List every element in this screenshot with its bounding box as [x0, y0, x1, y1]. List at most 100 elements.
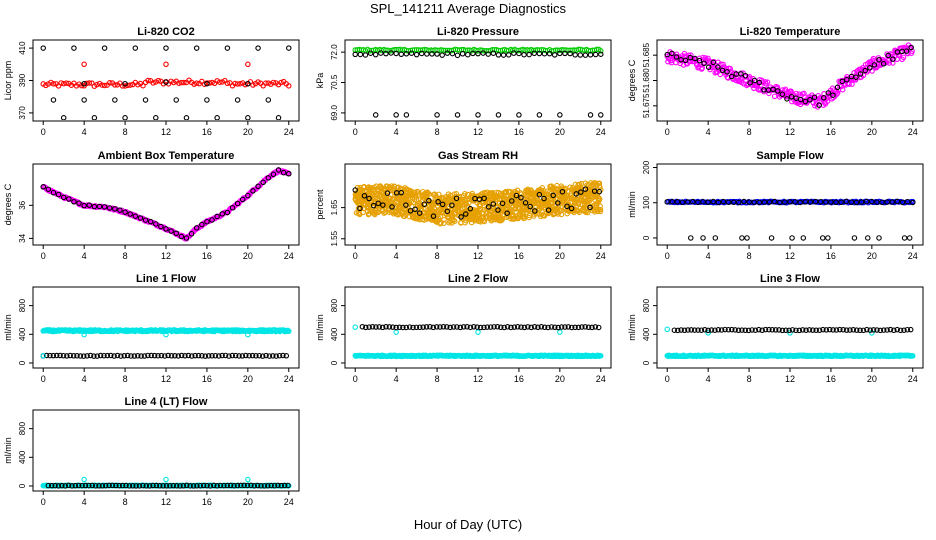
data-point [886, 60, 892, 66]
data-point [598, 353, 604, 359]
data-point [565, 324, 572, 330]
data-point [178, 79, 185, 86]
series-2 [352, 50, 604, 59]
data-point [209, 79, 215, 86]
data-point [192, 352, 198, 359]
data-point [572, 52, 578, 58]
data-point [848, 199, 855, 205]
data-point [424, 51, 430, 57]
data-point [378, 50, 384, 56]
x-tick-label: 0 [665, 251, 670, 261]
data-point [379, 324, 386, 331]
data-point [877, 327, 884, 334]
data-point [286, 171, 292, 177]
y-tick-label: 34 [18, 233, 27, 242]
data-point [381, 210, 387, 216]
data-point [578, 189, 584, 195]
data-point [874, 327, 880, 333]
data-point [400, 324, 406, 331]
data-point [438, 219, 444, 226]
data-point [209, 217, 215, 223]
data-point [114, 352, 121, 359]
data-point [258, 483, 264, 489]
data-point [526, 51, 532, 58]
series-2 [81, 476, 251, 483]
data-point [684, 199, 691, 205]
data-point [454, 112, 461, 118]
data-point [182, 353, 188, 359]
data-point [874, 199, 880, 205]
y-axis-label: degrees C [627, 59, 637, 101]
data-point [278, 79, 284, 86]
data-point [214, 213, 220, 220]
data-point [498, 324, 504, 331]
data-point [168, 353, 175, 359]
data-point [437, 214, 444, 220]
data-point [217, 482, 224, 489]
data-point [736, 199, 742, 206]
data-point [412, 206, 418, 213]
data-point [475, 329, 481, 335]
y-tick-label: 72.0 [330, 44, 339, 60]
data-point [143, 483, 150, 489]
data-point [484, 324, 491, 330]
data-point [81, 331, 87, 338]
series-2 [81, 331, 251, 338]
data-point [531, 323, 538, 330]
data-point [229, 205, 236, 211]
data-point [81, 61, 87, 68]
data-point [558, 324, 565, 330]
data-point [96, 483, 102, 489]
data-point [403, 112, 410, 118]
data-point [372, 112, 379, 118]
data-point [413, 51, 420, 58]
y-axis-label: degrees C [3, 183, 13, 225]
y-tick-label: 0 [18, 483, 27, 488]
data-point [580, 204, 587, 211]
data-point [427, 324, 433, 330]
data-point [45, 186, 52, 192]
data-point [81, 97, 87, 103]
data-point [552, 324, 558, 331]
data-point [796, 327, 803, 334]
data-point [178, 233, 185, 240]
data-point [89, 482, 95, 489]
data-point [244, 482, 251, 489]
data-point [278, 482, 285, 489]
data-point [522, 200, 529, 206]
data-point [268, 482, 274, 489]
data-point [582, 324, 588, 330]
data-point [536, 112, 543, 118]
data-point [688, 327, 695, 333]
data-point [132, 45, 139, 51]
panel-7: Line 1 Flow ml/min 0 4 8 12 16 20 24 0 400 800 [3, 273, 300, 384]
data-point [557, 329, 563, 335]
data-point [40, 353, 46, 359]
data-point [408, 50, 415, 56]
data-point [454, 52, 461, 59]
data-point [205, 353, 212, 359]
x-tick-label: 12 [785, 127, 795, 137]
series-3 [40, 45, 292, 120]
data-point [696, 57, 703, 64]
x-tick-label: 4 [394, 374, 399, 384]
data-point [393, 112, 399, 118]
data-point [246, 352, 252, 359]
data-point [163, 331, 169, 338]
data-point [720, 61, 726, 68]
data-point [142, 97, 149, 103]
y-tick-label: 69.0 [330, 105, 339, 121]
data-point [286, 45, 292, 51]
data-point [384, 190, 391, 196]
panel-1: Li-820 CO2 Licor ppm 0 4 8 12 16 20 24 370 390 410 [3, 26, 300, 137]
x-tick-label: 20 [867, 251, 877, 261]
data-point [867, 65, 873, 71]
data-point [271, 482, 278, 489]
series-2 [664, 198, 916, 206]
data-point [176, 80, 182, 86]
data-point [475, 112, 481, 118]
data-point [80, 353, 87, 359]
data-point [370, 202, 377, 209]
data-point [681, 327, 688, 334]
data-point [826, 326, 833, 333]
